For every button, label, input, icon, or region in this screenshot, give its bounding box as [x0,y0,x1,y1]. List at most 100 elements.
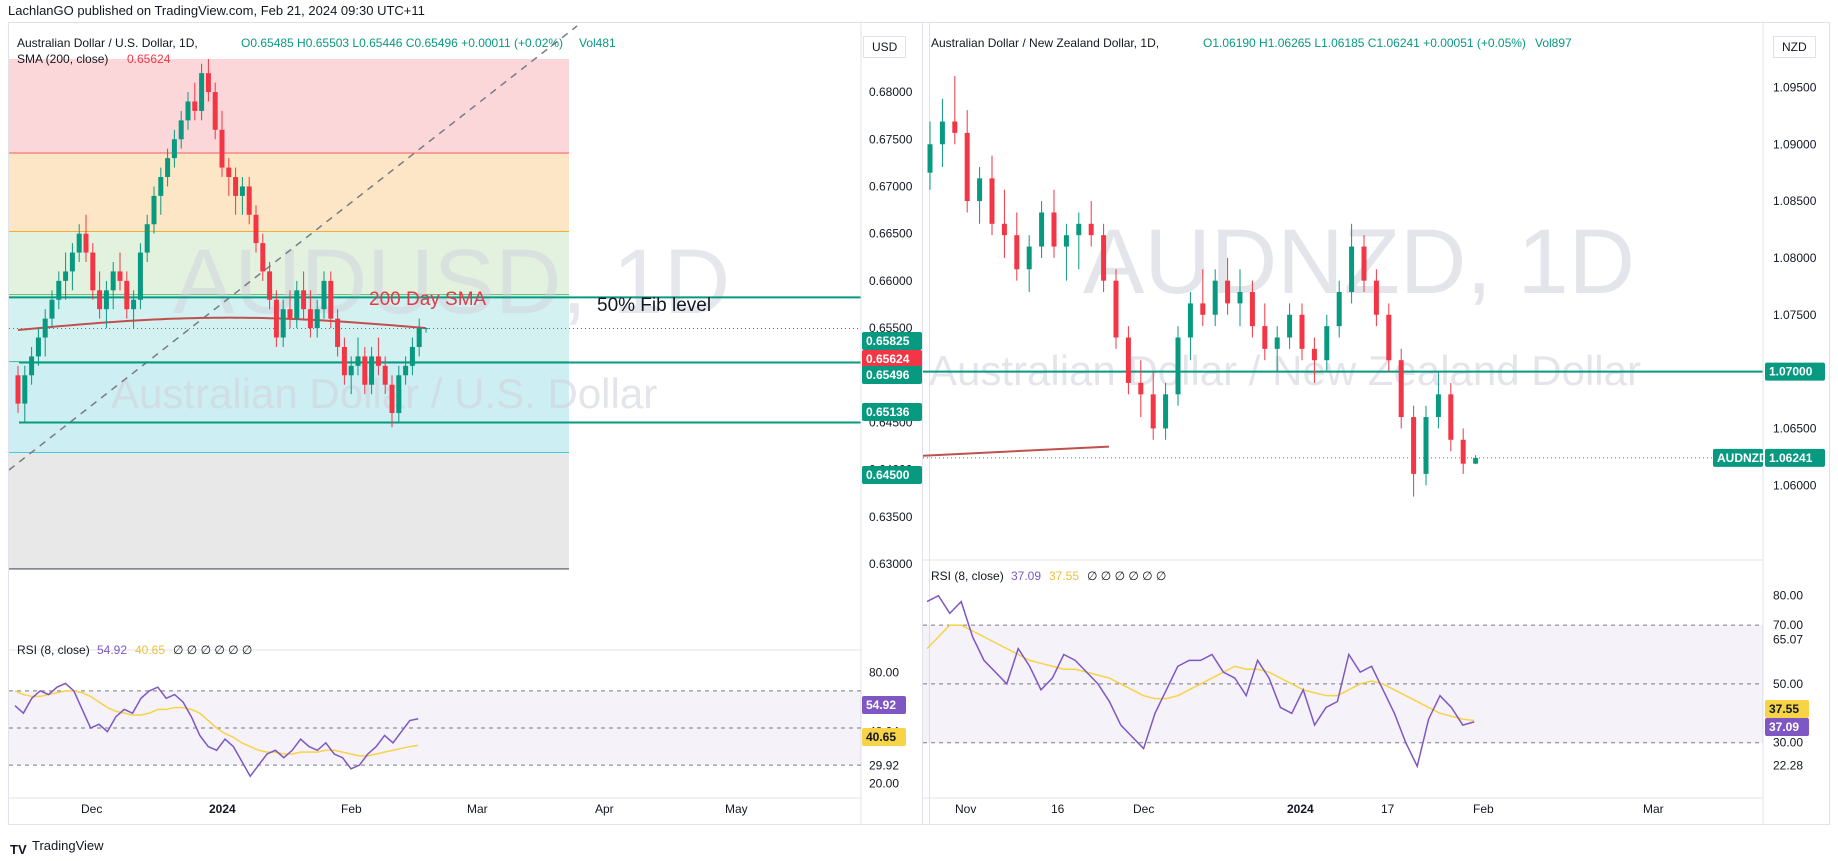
candle-body [362,356,368,385]
candle-body [328,280,334,319]
candle-body [246,186,252,215]
candle-body [314,309,320,329]
right-title: Australian Dollar / New Zealand Dollar, … [931,36,1160,50]
candle-body [1398,360,1404,418]
candle-body [137,252,143,300]
candle-body [1274,337,1280,349]
price-tag-bg [862,466,922,484]
candle-body [341,346,347,376]
candle-body [1014,235,1020,270]
tradingview-logo-icon[interactable]: TV [10,842,27,857]
rsi-tick-label: 70.00 [1773,618,1803,632]
rsi-tick-label: 29.92 [869,758,899,772]
candle-body [1237,292,1243,304]
left-rsi-label[interactable]: RSI (8, close) [17,643,90,657]
time-tick-label: Nov [955,802,976,816]
price-tag: 0.64500 [866,468,910,482]
currency-button-nzd[interactable]: NZD [1773,36,1816,58]
candle-body [375,356,381,366]
price-tag: 0.65825 [866,334,910,348]
candle-body [348,365,354,376]
candle-body [321,280,327,310]
rsi-value-tag-bg [1765,718,1809,736]
price-tag-bg [862,403,922,421]
rsi-value-tag-bg [862,696,906,714]
candle-body [1262,326,1268,349]
candle-body [403,365,409,376]
candle-body [171,139,177,159]
publish-header: LachlanGO published on TradingView.com, … [8,3,425,18]
candle-body [1225,280,1231,304]
candle-body [1076,223,1082,236]
candle-body [205,73,211,93]
candle-body [396,375,402,414]
left-ohlc: O0.65485 H0.65503 L0.65446 C0.65496 +0.0… [241,36,564,50]
left-rsi-extra: ∅ ∅ ∅ ∅ ∅ ∅ [173,643,253,657]
price-tick-label: 0.68000 [869,85,913,99]
symbol-tag: AUDNZD [1717,451,1768,465]
price-tick-label: 0.67500 [869,132,913,146]
fib-zone [9,59,569,154]
audusd-chart[interactable]: AUDUSD, 1D Australian Dollar / U.S. Dolla… [9,23,929,824]
candle-body [22,375,28,404]
currency-button-usd[interactable]: USD [863,36,907,58]
candle-body [1101,235,1107,281]
candle-body [1386,314,1392,361]
fib-zone [9,231,569,296]
time-tick-label: Dec [1133,802,1154,816]
rsi-tick-label: 30.00 [1773,736,1803,750]
rsi-value-tag: 37.09 [1769,720,1799,734]
footer: TV TradingView [0,835,1838,857]
left-chart-panel: AUDUSD, 1D Australian Dollar / U.S. Dolla… [8,22,930,825]
time-tick-label: 16 [1051,802,1065,816]
tradingview-brand[interactable]: TradingView [32,838,104,853]
candle-body [1361,246,1367,281]
sma-200-line [17,316,427,331]
candle-body [416,328,422,347]
price-tick-label: 0.63500 [869,510,913,524]
candle-body [192,101,198,111]
candle-body [1175,337,1181,395]
sma-indicator-value: 0.65624 [127,52,171,66]
price-tag-bg [862,350,922,368]
candle-body [219,129,225,168]
candle-body [212,92,218,130]
candle-body [1063,235,1069,247]
rsi-tick-label: 50.00 [1773,677,1803,691]
candle-body [335,318,341,347]
left-rsi-value: 54.92 [97,643,128,657]
candle-body [1200,303,1206,315]
rsi-line [14,682,419,778]
price-tag-bg [1765,362,1825,381]
candle-body [294,290,300,319]
candle-body [1088,223,1094,236]
candle-body [1324,326,1330,361]
rsi-tick-label: 80.00 [1773,589,1803,603]
sma-indicator-label[interactable]: SMA (200, close) [17,52,109,66]
candle-body [939,121,945,145]
time-tick-label: 2024 [1287,802,1314,816]
price-tick-label: 1.08000 [1773,251,1817,265]
right-rsi-label[interactable]: RSI (8, close) [931,569,1004,583]
candle-body [927,144,933,173]
price-tick-label: 0.63000 [869,557,913,571]
price-tick-label: 1.09500 [1773,80,1817,94]
candle-body [117,271,123,281]
audnzd-chart[interactable]: AUDNZD, 1D Australian Dollar / New Zealan… [923,23,1829,824]
watermark-symbol: AUDNZD, 1D [1083,211,1635,313]
candle-body [35,337,41,357]
time-tick-label: Feb [1473,802,1494,816]
candle-body [1150,394,1156,429]
candle-body [76,233,82,253]
candle-body [124,280,130,310]
candle-body [964,132,970,202]
rsi-tick-label: 65.07 [1773,633,1803,647]
candle-body [1373,280,1379,315]
annotation-200-day-sma: 200 Day SMA [369,289,487,310]
candle-body [1138,382,1144,395]
left-title: Australian Dollar / U.S. Dollar, 1D, [17,36,198,50]
candle-body [260,243,266,272]
candle-body [56,280,62,300]
rsi-tick-label: 20.00 [869,777,899,791]
candle-body [989,178,995,224]
